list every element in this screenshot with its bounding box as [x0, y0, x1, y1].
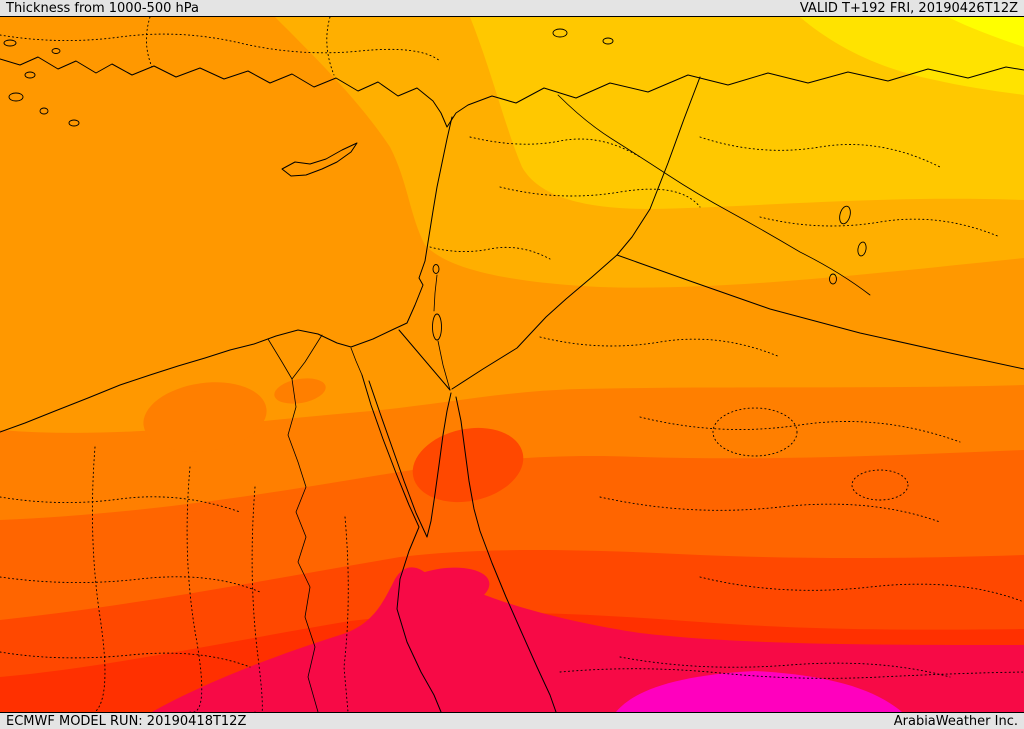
dotted-saudi-4	[699, 576, 1024, 603]
map-area	[0, 17, 1024, 712]
jordan-saudi-border	[451, 254, 618, 390]
dotted-loop-saudi-2	[851, 469, 909, 501]
dark-orange-patch-delta	[274, 378, 326, 404]
iraq-saudi-border	[616, 254, 1024, 370]
wadi-araba-line	[437, 340, 451, 391]
dotted-anatolia-2	[146, 17, 153, 68]
dark-orange-patch-egypt	[143, 382, 267, 452]
dotted-egypt-4	[343, 516, 349, 712]
footer-bar: ECMWF MODEL RUN: 20190418T12Z ArabiaWeat…	[0, 712, 1024, 729]
dotted-egypt-2	[186, 466, 203, 712]
cyprus-outline	[281, 142, 358, 177]
band-magenta	[616, 671, 902, 712]
header-bar: Thickness from 1000-500 hPa VALID T+192 …	[0, 0, 1024, 17]
coast-and-borders	[0, 56, 1024, 712]
turkey-lake-2	[602, 37, 614, 45]
dotted-south-1	[559, 668, 1024, 679]
dotted-egypt-w3	[0, 651, 251, 668]
dotted-egypt-w1	[0, 496, 241, 513]
sea-of-galilee	[432, 264, 440, 274]
dead-sea	[432, 313, 442, 341]
attribution-label: ArabiaWeather Inc.	[893, 713, 1018, 729]
suez-canal	[350, 347, 363, 376]
band-bright-yellow	[948, 17, 1024, 47]
syria-iraq-border	[616, 76, 701, 256]
aegean-island-2	[24, 71, 36, 79]
turkey-coast-and-syria-border	[0, 56, 1024, 128]
jordan-river	[433, 274, 438, 312]
israel-egypt-border	[398, 329, 451, 391]
dotted-saudi-2	[639, 416, 961, 443]
iraq-lake-2	[857, 241, 867, 257]
dotted-anatolia-3	[326, 17, 335, 76]
admin-borders-dotted	[0, 17, 1024, 712]
islands-and-lakes	[3, 28, 867, 285]
dotted-egypt-1	[91, 446, 106, 712]
aegean-island-3	[51, 48, 61, 54]
band-yellow	[800, 17, 1024, 95]
valid-time-label: VALID T+192 FRI, 20190426T12Z	[799, 0, 1018, 16]
levant-egypt-coast	[0, 116, 453, 433]
map-title: Thickness from 1000-500 hPa	[6, 0, 199, 16]
aegean-island-1	[3, 39, 17, 47]
dotted-syria-2	[499, 186, 701, 208]
iraq-lake-3	[829, 273, 837, 285]
dotted-egypt-w2	[0, 576, 261, 593]
aegean-island-6	[68, 119, 80, 127]
euphrates-river	[557, 94, 871, 296]
dotted-egypt-3	[251, 486, 263, 712]
model-run-label: ECMWF MODEL RUN: 20190418T12Z	[6, 713, 247, 729]
dotted-iraq-1	[699, 136, 941, 168]
nile-river	[267, 334, 323, 712]
red-patch-suez	[412, 427, 524, 503]
dotted-anatolia	[0, 33, 441, 62]
thickness-map-image	[0, 17, 1024, 712]
aqaba-saudi-red-sea-coast	[455, 396, 557, 712]
crimson-patch-red-sea	[390, 567, 490, 615]
dotted-loop-saudi	[712, 407, 798, 457]
magenta-spot	[660, 688, 684, 702]
dotted-jordan-north	[429, 246, 551, 260]
sinai-coast	[368, 380, 452, 538]
thickness-bands	[0, 17, 1024, 712]
iraq-lake-1	[839, 205, 851, 225]
turkey-lake-1	[552, 28, 568, 38]
gulf-of-suez-and-red-sea-west-coast	[361, 374, 442, 712]
aegean-island-4	[8, 92, 24, 102]
dotted-syria-1	[469, 136, 641, 158]
dotted-saudi-3	[599, 496, 941, 523]
aegean-island-5	[39, 107, 49, 115]
band-crimson	[152, 567, 1024, 712]
